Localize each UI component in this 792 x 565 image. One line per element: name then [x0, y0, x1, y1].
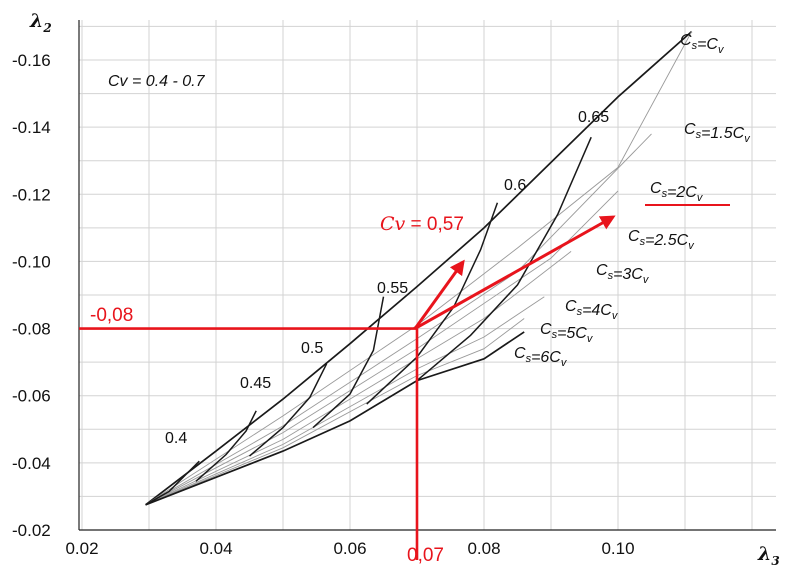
series-line-cs-2cv — [145, 133, 652, 506]
y-tick-label: -0.06 — [12, 387, 51, 406]
example-arrow-cv — [413, 259, 465, 330]
cv-line-0-45 — [195, 410, 257, 482]
cv-label-0-45: 0.45 — [240, 375, 271, 392]
example-overlay: -0,08 0,07 Cv = 0,57 — [79, 213, 616, 565]
cv-line-0-5 — [249, 363, 328, 457]
series-line-cs-cv — [145, 30, 693, 506]
cv-label-0-5: 0.5 — [301, 340, 323, 357]
y-tick-label: -0.16 — [12, 51, 51, 70]
cv-label-0-6: 0.6 — [504, 177, 526, 194]
x-tick-label: 0.10 — [601, 539, 634, 558]
cv-label-0-4: 0.4 — [165, 430, 187, 447]
example-x-label: 0,07 — [407, 545, 444, 565]
grid — [79, 20, 776, 531]
example-arrow-cs — [414, 215, 616, 330]
series-layer — [145, 30, 693, 506]
x-tick-label: 0.06 — [333, 539, 366, 558]
example-cv-label: Cv = 0,57 — [380, 213, 464, 235]
cv-line-0-65 — [416, 136, 592, 382]
y-tick-label: -0.14 — [12, 118, 51, 137]
series-label-cs-2-5cv: Cs=2.5Cv — [628, 228, 695, 252]
series-label-cs-1-5cv: Cs=1.5Cv — [684, 121, 751, 145]
x-tick-label: 0.02 — [65, 539, 98, 558]
range-annotation: Cv = 0.4 - 0.7 — [108, 73, 206, 90]
series-label-cs-6cv: Cs=6Cv — [514, 345, 568, 369]
x-tick-label: 0.04 — [199, 539, 232, 558]
series-labels: Cs=CvCs=1.5CvCs=2CvCs=2.5CvCs=3CvCs=4CvC… — [165, 32, 751, 447]
series-line-cs-1-5cv — [145, 31, 693, 506]
axes-layer: 0.02 0.04 0.06 0.08 0.10 -0.02 -0.04 -0.06 -0.08… — [12, 20, 776, 558]
series-line-cs-5cv — [145, 318, 525, 506]
series-label-cs-cv: Cs=Cv — [680, 32, 725, 56]
example-y-label: -0,08 — [90, 305, 133, 326]
series-label-cs-5cv: Cs=5Cv — [540, 321, 594, 345]
x-axis-title: λ3 — [757, 543, 780, 565]
y-tick-label: -0.04 — [12, 454, 51, 473]
series-label-cs-3cv: Cs=3Cv — [596, 262, 650, 286]
y-axis-title: λ2 — [29, 10, 52, 35]
cv-line-0-4 — [145, 460, 200, 506]
series-line-cs-6cv — [145, 331, 525, 506]
y-tick-label: -0.02 — [12, 521, 51, 540]
cv-line-0-55 — [312, 296, 385, 429]
series-label-cs-4cv: Cs=4Cv — [565, 298, 619, 322]
cv-label-0-65: 0.65 — [578, 109, 609, 126]
cv-label-0-55: 0.55 — [377, 280, 408, 297]
y-tick-label: -0.12 — [12, 185, 51, 204]
series-label-cs-2cv: Cs=2Cv — [650, 180, 704, 204]
y-tick-label: -0.10 — [12, 252, 51, 271]
x-tick-label: 0.08 — [467, 539, 500, 558]
y-tick-label: -0.08 — [12, 320, 51, 339]
